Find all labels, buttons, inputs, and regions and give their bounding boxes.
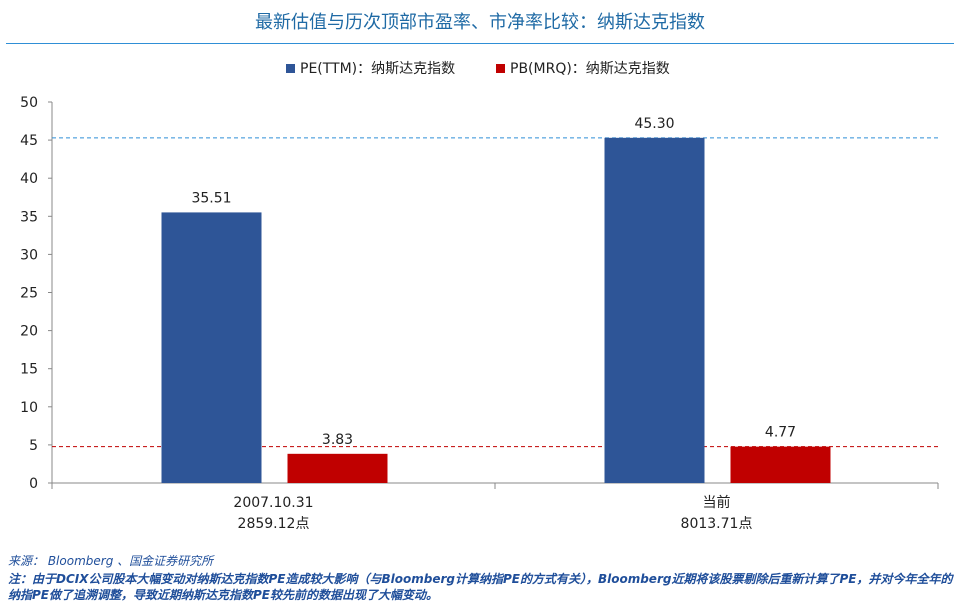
legend-swatch [496, 64, 505, 73]
x-tick-label: 当前 [703, 494, 731, 511]
legend-label: PB(MRQ)：纳斯达克指数 [510, 61, 670, 77]
bar [287, 453, 388, 483]
title-divider [6, 43, 954, 44]
bar [604, 137, 705, 483]
x-tick-label: 2007.10.31 [233, 495, 313, 511]
bar-chart: PE(TTM)：纳斯达克指数 PB(MRQ)：纳斯达克指数 0 5 10 15 20 25 30… [20, 61, 939, 532]
y-tick-label: 10 [20, 400, 38, 416]
legend-swatch [286, 64, 295, 73]
y-tick-label: 0 [29, 476, 38, 492]
data-label: 35.51 [191, 190, 231, 206]
legend-label: PE(TTM)：纳斯达克指数 [300, 61, 455, 77]
chart-area: PE(TTM)：纳斯达克指数 PB(MRQ)：纳斯达克指数 0 5 10 15 20 25 30… [0, 48, 960, 548]
data-label: 45.30 [634, 116, 674, 132]
x-tick-label: 2859.12点 [238, 516, 310, 532]
y-tick-label: 30 [20, 247, 38, 263]
chart-title: 最新估值与历次顶部市盈率、市净率比较：纳斯达克指数 [255, 12, 705, 33]
y-tick-label: 35 [20, 209, 38, 225]
data-label: 3.83 [322, 432, 353, 448]
y-tick-label: 45 [20, 133, 38, 149]
source-note: 来源： Bloomberg 、国金证券研究所 [8, 554, 214, 568]
bar [730, 446, 831, 483]
footnote: 注：由于DCIX公司股本大幅变动对纳斯达克指数PE造成较大影响（与Bloombe… [8, 572, 953, 602]
data-label: 4.77 [765, 425, 796, 441]
y-tick-label: 40 [20, 171, 38, 187]
y-tick-label: 15 [20, 362, 38, 378]
y-tick-label: 5 [29, 438, 38, 454]
bar [161, 212, 262, 483]
x-tick-label: 8013.71点 [681, 516, 753, 532]
y-tick-label: 25 [20, 286, 38, 302]
y-tick-label: 20 [20, 324, 38, 340]
y-tick-label: 50 [20, 95, 38, 111]
